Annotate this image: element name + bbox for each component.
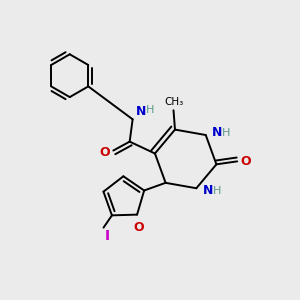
Text: O: O	[100, 146, 110, 158]
Text: O: O	[241, 155, 251, 168]
Text: H: H	[222, 128, 230, 138]
Text: I: I	[105, 230, 110, 243]
Text: H: H	[146, 105, 154, 115]
Text: N: N	[136, 105, 147, 118]
Text: CH₃: CH₃	[164, 97, 183, 107]
Text: H: H	[213, 186, 221, 196]
Text: O: O	[133, 221, 144, 234]
Text: N: N	[212, 126, 223, 139]
Text: N: N	[203, 184, 213, 197]
